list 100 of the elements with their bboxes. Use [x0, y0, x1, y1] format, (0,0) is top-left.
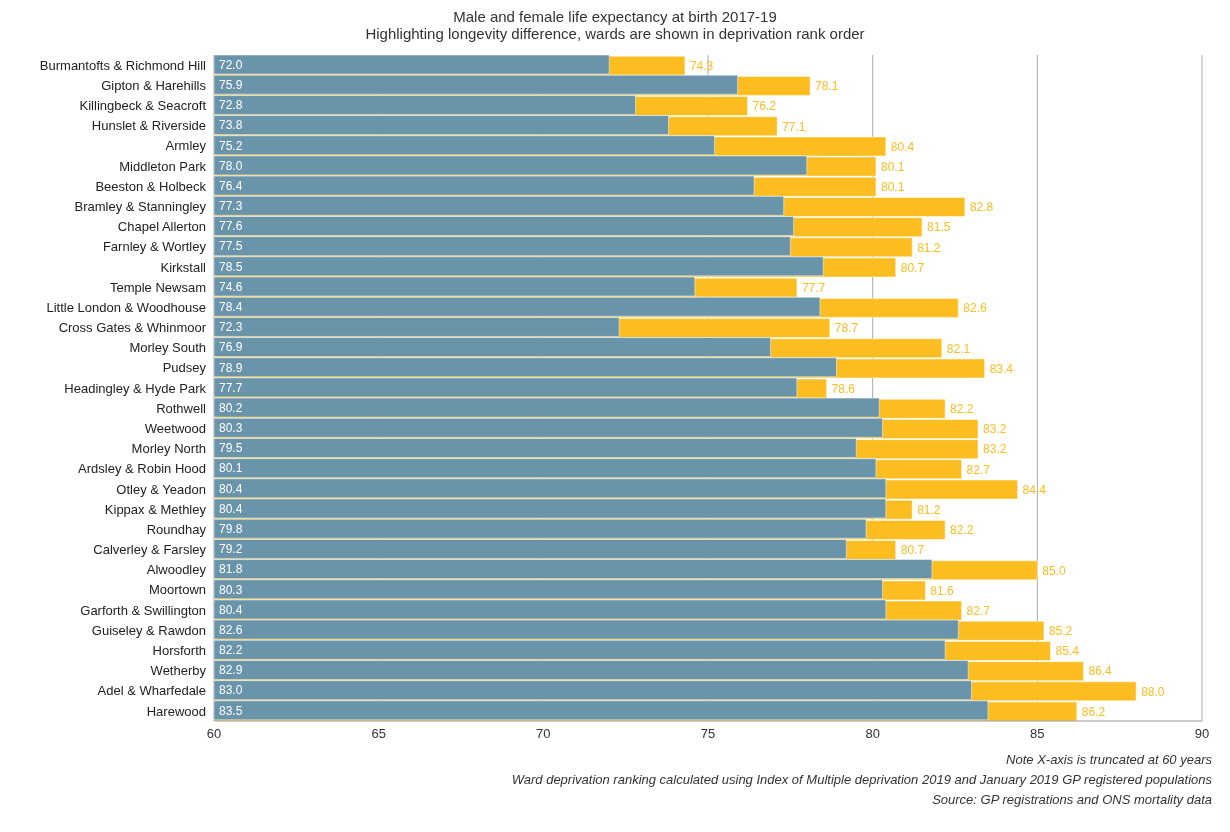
- y-tick-label: Rothwell: [156, 400, 207, 416]
- y-tick-label: Little London & Woodhouse: [46, 299, 206, 315]
- data-label: 78.5: [219, 259, 243, 274]
- x-tick-label: 90: [1194, 726, 1210, 742]
- text: Note X-axis is truncated at 60 years: [1005, 751, 1212, 769]
- data-label: 83.4: [989, 361, 1014, 376]
- data-label: 81.5: [927, 220, 951, 235]
- y-tick-label: Armley: [165, 138, 207, 154]
- data-label: 72.0: [219, 57, 243, 72]
- data-label: 82.7: [966, 603, 991, 618]
- data-label: 78.6: [831, 381, 856, 396]
- y-tick-label: Calverley & Farsley: [93, 542, 207, 558]
- data-label: 72.3: [219, 320, 243, 335]
- y-tick-label: Harewood: [146, 703, 206, 719]
- data-label: 78.0: [219, 158, 243, 173]
- data-label: 80.4: [219, 602, 243, 617]
- x-tick-label: 60: [206, 726, 222, 742]
- x-tick-label: 85: [1030, 726, 1045, 742]
- data-label: 77.7: [801, 280, 826, 295]
- data-label: 74.3: [689, 58, 714, 73]
- chart-title: Male and female life expectancy at birth 2017-19: [452, 8, 778, 25]
- data-label: 82.6: [963, 301, 987, 316]
- data-label: 81.2: [917, 240, 941, 255]
- y-tick-label: Roundhay: [146, 521, 207, 537]
- y-tick-label: Otley & Yeadon: [116, 481, 206, 497]
- x-tick-label: 80: [865, 726, 880, 742]
- data-label: 84.4: [1022, 482, 1047, 497]
- data-label: 85.4: [1055, 644, 1080, 659]
- y-tick-label: Alwoodley: [146, 562, 207, 578]
- data-label: 76.2: [752, 99, 777, 114]
- data-label: 83.2: [983, 442, 1007, 457]
- data-label: 86.2: [1081, 704, 1106, 719]
- y-tick-label: Morley South: [129, 340, 206, 356]
- y-tick-label: Morley North: [131, 441, 206, 457]
- data-label: 81.8: [219, 562, 243, 577]
- y-tick-label: Kippax & Methley: [104, 501, 207, 517]
- x-tick-label: 70: [536, 726, 551, 742]
- data-label: 80.4: [219, 501, 243, 516]
- y-tick-label: Gipton & Harehills: [101, 77, 207, 93]
- data-label: 86.4: [1088, 664, 1113, 679]
- data-label: 80.2: [219, 400, 243, 415]
- data-label: 79.5: [219, 441, 243, 456]
- y-tick-label: Cross Gates & Whinmoor: [58, 320, 207, 336]
- y-tick-label: Horsforth: [152, 642, 206, 658]
- x-tick-label: 75: [700, 726, 716, 742]
- data-label: 82.1: [946, 341, 971, 356]
- data-label: 73.8: [219, 118, 243, 133]
- text: Ward deprivation ranking calculated using Index of Multiple deprivation 2019 and January 2019 GP registered populations: [510, 771, 1212, 789]
- y-tick-label: Wetherby: [150, 663, 207, 679]
- data-label: 76.4: [219, 178, 243, 193]
- data-label: 80.1: [880, 180, 905, 195]
- y-tick-label: Temple Newsam: [109, 279, 206, 295]
- data-label: 78.7: [834, 321, 859, 336]
- y-tick-label: Moortown: [148, 582, 206, 598]
- data-label: 80.1: [219, 461, 243, 476]
- data-label: 81.6: [930, 583, 955, 598]
- y-tick-label: Killingbeck & Seacroft: [79, 98, 207, 114]
- data-label: 79.2: [219, 542, 243, 557]
- data-label: 82.2: [219, 643, 243, 658]
- y-tick-label: Hunslet & Riverside: [91, 118, 206, 134]
- data-label: 88.0: [1141, 684, 1165, 699]
- data-label: 85.2: [1048, 624, 1073, 639]
- source-note: Source: GP registrations and ONS mortality data: [931, 791, 1212, 809]
- data-label: 77.5: [219, 239, 243, 254]
- data-label: 78.4: [219, 299, 243, 314]
- data-label: 75.9: [219, 77, 243, 92]
- y-tick-label: Chapel Allerton: [117, 219, 206, 235]
- data-label: 77.6: [219, 219, 243, 234]
- data-label: 78.1: [815, 79, 839, 94]
- data-label: 85.0: [1042, 563, 1067, 578]
- data-label: 74.6: [219, 279, 243, 294]
- data-label: 79.8: [219, 521, 243, 536]
- data-label: 78.9: [219, 360, 243, 375]
- y-tick-label: Ardsley & Robin Hood: [78, 461, 206, 477]
- data-label: 77.7: [219, 380, 243, 395]
- y-tick-label: Kirkstall: [160, 259, 207, 275]
- data-label: 80.4: [219, 481, 243, 496]
- y-tick-label: Burmantofts & Richmond Hill: [39, 57, 207, 73]
- x-tick-label: 65: [371, 726, 386, 742]
- data-label: 72.8: [219, 98, 243, 113]
- y-tick-label: Farnley & Wortley: [102, 239, 207, 255]
- data-label: 77.3: [219, 199, 243, 214]
- data-label: 80.1: [880, 159, 905, 174]
- data-label: 82.6: [219, 622, 243, 637]
- y-tick-label: Garforth & Swillington: [80, 602, 206, 618]
- chart-subtitle: Highlighting longevity difference, wards are shown in deprivation rank order: [364, 25, 866, 42]
- y-tick-label: Guiseley & Rawdon: [91, 622, 206, 638]
- data-label: 83.2: [983, 422, 1007, 437]
- data-label: 77.1: [782, 119, 806, 134]
- data-label: 80.3: [219, 582, 243, 597]
- y-tick-label: Adel & Wharfedale: [97, 683, 206, 699]
- y-tick-label: Bramley & Stanningley: [74, 198, 207, 214]
- y-tick-label: Middleton Park: [119, 158, 207, 174]
- data-label: 75.2: [219, 138, 243, 153]
- data-label: 82.2: [950, 402, 974, 417]
- y-tick-label: Beeston & Holbeck: [95, 178, 207, 194]
- data-label: 82.2: [950, 523, 974, 538]
- data-label: 80.3: [219, 421, 243, 436]
- data-label: 80.7: [900, 260, 925, 275]
- data-label: 82.7: [966, 462, 991, 477]
